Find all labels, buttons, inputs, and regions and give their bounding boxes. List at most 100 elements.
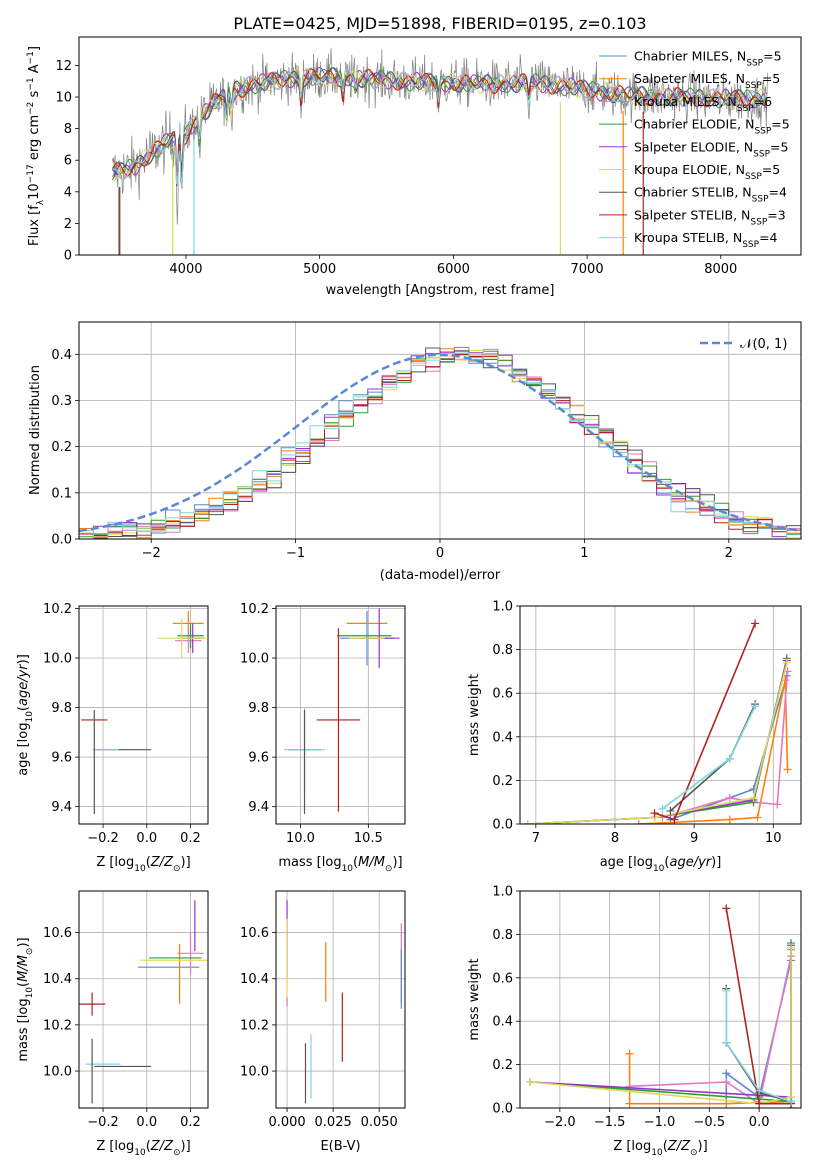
y-tick-label: 0.0 bbox=[492, 1102, 513, 1117]
x-tick-label: 2 bbox=[725, 546, 733, 561]
x-tick-label: −1 bbox=[286, 546, 305, 561]
y-tick-label: 9.4 bbox=[248, 800, 269, 815]
weight-series bbox=[725, 990, 792, 1103]
y-tick-label: 0.6 bbox=[492, 687, 513, 702]
residual_hist-marks bbox=[79, 346, 801, 539]
weight_vs_Z-marks bbox=[525, 904, 796, 1108]
y-tick-label: 0.4 bbox=[51, 348, 72, 363]
plus-marker bbox=[658, 804, 667, 813]
weight_vs_Z-panel: −2.0 −1.5 −1.0 −0.5 0.0 0.0 0.2 0.4 0.6 0.8 1.0 Z [… bbox=[467, 885, 802, 1158]
y-axis-label: mass [log10(M/M⊙)] bbox=[16, 937, 35, 1061]
y-tick-label: 9.8 bbox=[51, 701, 72, 716]
weight-series bbox=[529, 943, 792, 1103]
x-tick-label: −1.5 bbox=[594, 1115, 626, 1130]
y-tick-label: 10.2 bbox=[240, 1018, 269, 1033]
plus-marker bbox=[525, 1077, 534, 1086]
x-axis-label: Z [log10(Z/Z⊙)] bbox=[96, 855, 190, 874]
axes-frame bbox=[78, 36, 802, 256]
x-tick-label: 8 bbox=[611, 831, 619, 846]
y-tick-label: 9.6 bbox=[248, 751, 269, 766]
y-tick-label: 0.0 bbox=[492, 818, 513, 833]
x-tick-label: 7 bbox=[532, 831, 540, 846]
x-tick-label: −2.0 bbox=[544, 1115, 576, 1130]
plus-marker bbox=[755, 1086, 764, 1095]
weight-series bbox=[629, 955, 792, 1106]
plus-marker bbox=[666, 806, 675, 815]
plus-marker bbox=[523, 820, 532, 824]
legend-label: Chabrier MILES, NSSP=5 bbox=[634, 49, 782, 69]
x-tick-label: 6000 bbox=[437, 262, 470, 277]
y-tick-label: 10.4 bbox=[43, 972, 72, 987]
x-tick-label: 1 bbox=[580, 546, 588, 561]
legend-label: Chabrier STELIB, NSSP=4 bbox=[634, 185, 787, 205]
x-axis-label: age [log10(age/yr)] bbox=[600, 855, 722, 874]
y-tick-label: 0 bbox=[64, 249, 72, 264]
x-tick-label: 0.050 bbox=[361, 1115, 398, 1130]
weight-series bbox=[529, 947, 792, 1105]
y-axis-label: age [log10(age/yr)] bbox=[16, 654, 35, 776]
y-tick-label: 10.4 bbox=[240, 972, 269, 987]
x-axis-label: Z [log10(Z/Z⊙)] bbox=[613, 1139, 707, 1158]
legend-label: 𝒩(0, 1) bbox=[740, 337, 787, 352]
x-tick-label: 0.2 bbox=[180, 1115, 201, 1130]
legend-label: Chabrier ELODIE, NSSP=5 bbox=[634, 117, 790, 137]
y-tick-label: 10.6 bbox=[240, 926, 269, 941]
plus-marker bbox=[783, 765, 792, 774]
model-spectrum bbox=[112, 68, 768, 187]
plus-marker bbox=[751, 619, 760, 628]
y-tick-label: 1.0 bbox=[492, 600, 513, 615]
normal-curve bbox=[79, 353, 801, 533]
y-tick-label: 0.1 bbox=[51, 486, 72, 501]
mass_vs_ebv-marks bbox=[286, 900, 402, 1104]
axes-frame bbox=[78, 321, 802, 540]
y-tick-label: 6 bbox=[64, 154, 72, 169]
plus-marker bbox=[722, 1038, 731, 1047]
x-tick-label: 0.0 bbox=[136, 831, 157, 846]
plus-marker bbox=[725, 793, 734, 802]
x-tick-label: −2 bbox=[142, 546, 161, 561]
y-tick-label: 10.0 bbox=[43, 652, 72, 667]
plus-marker bbox=[751, 702, 760, 711]
x-tick-label: −1.0 bbox=[644, 1115, 676, 1130]
age_vs_Z-panel: −0.2 0.0 0.2 9.4 9.6 9.8 10.0 10.2 Z [log10(Z/Z⊙… bbox=[16, 602, 209, 874]
x-tick-label: 10 bbox=[765, 831, 782, 846]
weight-series bbox=[628, 949, 792, 1108]
plus-marker bbox=[755, 1099, 764, 1108]
y-tick-label: 10.0 bbox=[240, 1065, 269, 1080]
plus-marker bbox=[625, 1099, 634, 1108]
y-tick-label: 10 bbox=[55, 91, 72, 106]
age_vs_mass-panel: 10.0 10.5 9.4 9.6 9.8 10.0 10.2 mass [log10(M/M… bbox=[240, 602, 406, 874]
age_vs_Z-marks bbox=[81, 610, 206, 815]
axes-frame bbox=[519, 605, 802, 825]
y-axis-label: Normed distribution bbox=[28, 365, 43, 495]
y-tick-label: 10.6 bbox=[43, 926, 72, 941]
plus-marker bbox=[725, 754, 734, 763]
spectrum-marks bbox=[111, 47, 768, 255]
y-tick-label: 0.6 bbox=[492, 971, 513, 986]
plus-marker bbox=[782, 658, 791, 667]
y-tick-label: 0.2 bbox=[51, 440, 72, 455]
plus-marker bbox=[773, 800, 782, 809]
legend-label: Kroupa MILES, NSSP=6 bbox=[634, 94, 772, 114]
x-tick-label: 5000 bbox=[303, 262, 336, 277]
y-tick-label: 10.2 bbox=[43, 602, 72, 617]
y-tick-label: 2 bbox=[64, 217, 72, 232]
legend-label: Kroupa ELODIE, NSSP=5 bbox=[634, 162, 780, 182]
y-tick-label: 10.0 bbox=[43, 1065, 72, 1080]
y-tick-label: 0.2 bbox=[492, 1058, 513, 1073]
spectrum-panel: 4000 5000 6000 7000 8000 0 2 4 6 8 10 12 wavelength … bbox=[26, 36, 802, 298]
chart-title: PLATE=0425, MJD=51898, FIBERID=0195, z=0… bbox=[233, 14, 646, 33]
x-tick-label: 9 bbox=[690, 831, 698, 846]
y-tick-label: 12 bbox=[55, 59, 72, 74]
y-tick-label: 0.0 bbox=[51, 533, 72, 548]
x-axis-label: (data-model)/error bbox=[380, 568, 501, 583]
x-tick-label: 0.0 bbox=[749, 1115, 770, 1130]
weight-series bbox=[725, 908, 791, 1105]
weight-series bbox=[654, 623, 756, 821]
mass_vs_ebv-panel: 0.000 0.025 0.050 10.0 10.2 10.4 10.6 E(B-V) bbox=[240, 890, 406, 1154]
y-tick-label: 0.8 bbox=[492, 643, 513, 658]
mass_vs_Z-panel: −0.2 0.0 0.2 10.0 10.2 10.4 10.6 Z [log10(Z/Z⊙)… bbox=[16, 890, 209, 1158]
plus-marker bbox=[625, 1049, 634, 1058]
